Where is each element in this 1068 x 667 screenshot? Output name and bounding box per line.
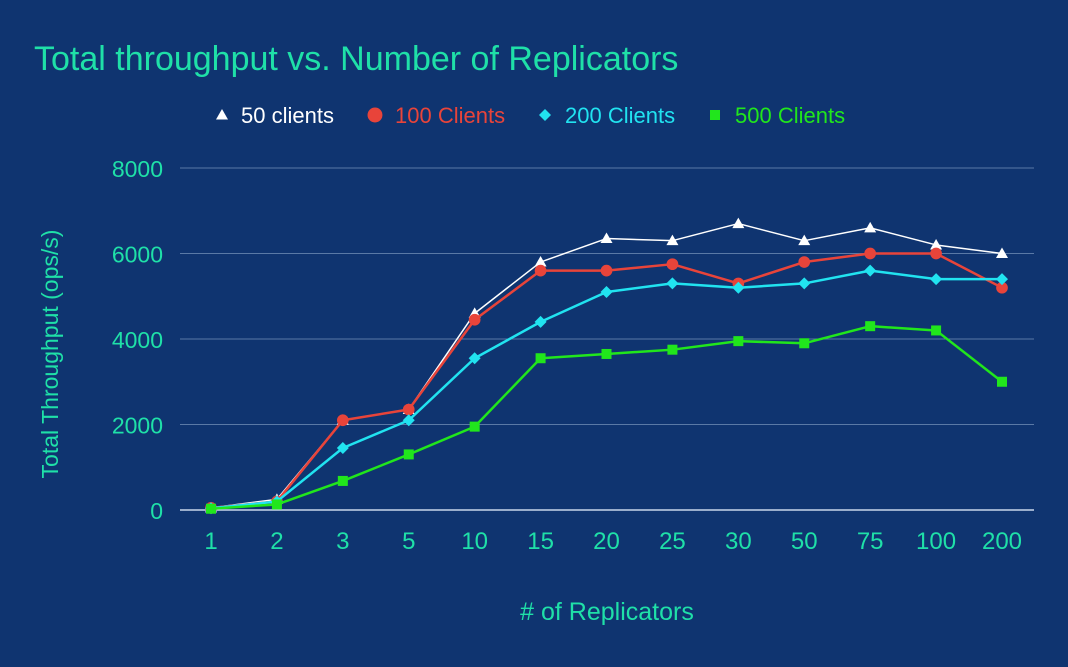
x-tick-label: 2 [270,528,283,555]
x-tick-label: 30 [725,528,752,555]
data-point-500-clients [601,348,612,359]
y-axis-ticks: 0 2000 4000 6000 8000 [112,156,163,524]
x-tick-label: 100 [916,528,956,555]
data-point-100-clients [336,414,349,427]
x-tick-label: 5 [402,528,415,555]
series-200-clients [205,264,1008,515]
data-point-100-clients [798,256,811,268]
data-point-100-clients [996,281,1008,294]
data-point-100-clients [468,313,481,326]
y-tick-label: 8000 [112,156,163,182]
data-point-200-clients [468,352,481,365]
data-point-500-clients [403,449,414,460]
data-point-50-clients [996,247,1008,258]
x-tick-label: 25 [659,528,686,555]
legend-item-200-clients: 200 Clients [539,103,675,128]
data-point-50-clients [864,221,877,233]
data-point-500-clients [206,503,216,514]
legend: 50 clients 100 Clients 200 Clients 500 Clie… [216,103,845,128]
data-point-50-clients [600,232,613,244]
data-point-500-clients [865,321,876,332]
series-line-200-clients [210,269,1002,510]
x-tick-label: 3 [336,528,349,555]
data-point-500-clients [997,376,1007,387]
legend-label-200-clients: 200 Clients [565,103,675,128]
y-tick-label: 0 [150,498,163,524]
data-point-200-clients [930,273,943,286]
y-tick-label: 4000 [112,327,163,353]
x-tick-label: 75 [857,528,884,555]
legend-item-100-clients: 100 Clients [367,103,505,128]
legend-item-50-clients: 50 clients [216,103,334,128]
legend-marker-100-clients [367,107,383,123]
chart-title: Total throughput vs. Number of Replicato… [34,40,678,78]
data-point-200-clients [534,315,547,328]
data-point-50-clients [666,234,679,246]
data-point-200-clients [732,281,745,294]
series-50-clients [205,217,1008,513]
data-point-500-clients [667,344,678,355]
legend-marker-200-clients [539,109,551,121]
y-tick-label: 6000 [112,242,163,268]
data-point-100-clients [930,247,942,260]
data-point-200-clients [798,277,811,290]
x-tick-label: 1 [204,528,217,555]
data-point-200-clients [336,442,349,455]
legend-item-500-clients: 500 Clients [710,103,845,128]
data-point-200-clients [864,264,877,277]
data-point-50-clients [534,256,547,267]
data-point-50-clients [930,238,943,250]
legend-label-100-clients: 100 Clients [395,103,505,128]
data-point-100-clients [864,247,877,260]
data-point-50-clients [798,234,811,246]
data-point-100-clients [600,264,613,277]
x-tick-label: 15 [527,528,554,555]
x-tick-label: 200 [982,528,1022,555]
x-tick-label: 20 [593,528,620,555]
data-point-500-clients [535,353,546,364]
data-point-500-clients [469,421,480,432]
data-point-100-clients [666,258,679,271]
y-tick-label: 2000 [112,413,163,439]
data-point-200-clients [402,414,415,427]
legend-marker-50-clients [216,109,228,120]
data-point-50-clients [732,217,745,229]
series-500-clients [206,321,1007,514]
data-point-200-clients [600,285,613,298]
x-tick-label: 10 [461,528,488,555]
x-tick-label: 50 [791,528,818,555]
data-point-500-clients [799,338,810,349]
legend-label-50-clients: 50 clients [241,103,334,128]
data-point-500-clients [337,475,348,486]
data-point-500-clients [271,499,282,510]
data-point-100-clients [402,403,415,416]
data-point-500-clients [931,325,942,336]
gridlines [180,167,1034,511]
x-axis-ticks: 1 2 3 5 10 15 20 25 30 50 75 100 200 [204,528,1022,555]
data-point-200-clients [666,277,679,290]
x-axis-label: # of Replicators [520,598,694,626]
data-point-500-clients [733,336,744,347]
series-group [205,217,1008,515]
legend-label-500-clients: 500 Clients [735,103,845,128]
y-axis-label: Total Throughput (ops/s) [37,230,63,479]
data-point-100-clients [534,264,547,277]
data-point-200-clients [996,273,1008,286]
legend-marker-500-clients [710,110,720,120]
